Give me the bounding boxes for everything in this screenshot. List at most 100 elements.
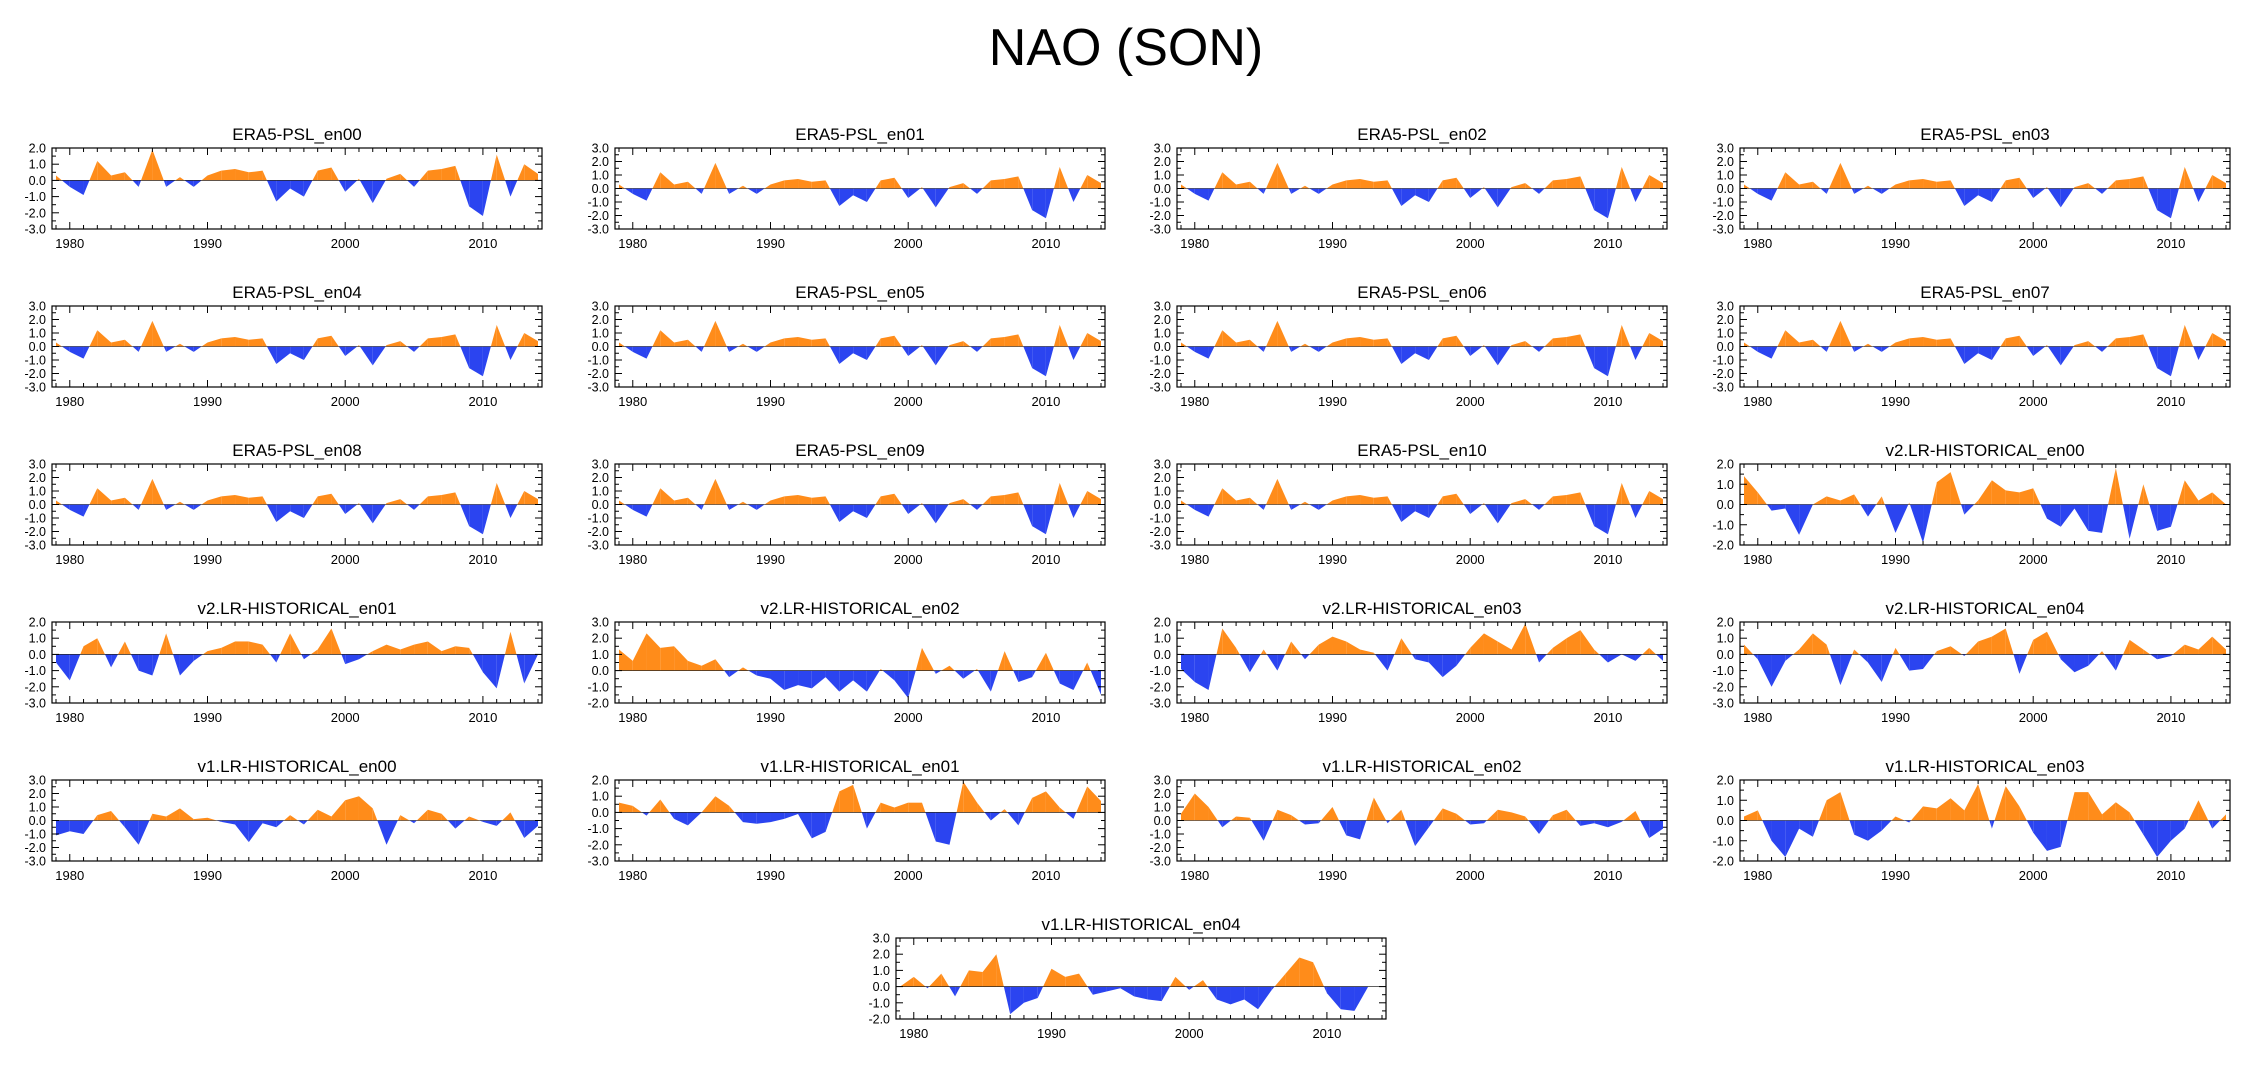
positive-area [2033,488,2041,505]
y-tick-label: 1.0 [29,801,46,815]
positive-area [1649,647,1657,655]
negative-area [276,504,291,523]
positive-area [312,496,318,505]
positive-area [1566,334,1581,347]
negative-area [1045,188,1054,219]
negative-area [646,346,653,359]
positive-area [1193,980,1203,987]
negative-area [179,654,194,676]
positive-area [1552,179,1567,189]
positive-area [660,172,675,189]
positive-area [111,172,125,181]
negative-area [469,180,483,217]
negative-area [56,654,70,681]
negative-area [69,346,84,359]
negative-area [1186,346,1195,352]
x-tick-label: 1980 [1743,236,1772,251]
positive-area [152,149,164,181]
positive-area [2212,175,2226,189]
positive-area [2027,639,2034,655]
panel-title: v1.LR-HISTORICAL_en02 [1322,757,1521,776]
positive-area [1511,499,1526,505]
positive-area [742,343,748,347]
negative-area [990,812,1001,821]
x-tick-label: 2000 [894,552,923,567]
negative-area [138,654,153,676]
positive-area [1566,492,1581,505]
negative-area [977,188,983,194]
positive-area [1332,807,1340,821]
negative-area [1630,346,1636,360]
negative-area [1299,820,1305,825]
negative-area [2058,654,2061,660]
positive-area [455,334,461,347]
panel-19: v1.LR-HISTORICAL_en03 -2.0 -1.0 0.0 1.0 2.0 19… [1712,757,2231,883]
positive-area [1965,641,1979,655]
negative-area [1872,346,1882,352]
negative-area [1860,504,1868,517]
negative-area [756,346,765,352]
positive-area [93,815,98,821]
positive-area [1777,172,1786,189]
negative-area [1964,188,1979,207]
positive-area [1300,501,1305,505]
y-tick-label: -1.0 [587,196,609,210]
positive-area [1546,647,1553,655]
negative-area [866,670,880,692]
positive-area [97,330,112,347]
negative-area [2074,504,2089,531]
x-tick-label: 2000 [2019,552,2048,567]
positive-area [1437,338,1443,347]
negative-area [756,504,765,510]
negative-area [839,670,854,692]
negative-area [1428,820,1434,828]
positive-area [894,493,902,505]
negative-area [266,504,277,523]
negative-area [472,654,483,673]
negative-area [407,346,415,352]
positive-area [152,478,164,505]
panel-16: v1.LR-HISTORICAL_en00-3.0-2.0-1.00.01.02… [24,757,543,883]
positive-area [1300,343,1305,347]
positive-area [2212,636,2226,655]
positive-area [1332,338,1347,347]
y-tick-label: -2.0 [1712,209,1734,223]
x-tick-label: 2010 [468,552,497,567]
negative-area [303,820,308,825]
positive-area [56,175,62,181]
y-tick-label: 0.0 [592,498,609,512]
negative-area [290,504,304,518]
negative-area [2060,504,2075,527]
positive-area [1263,649,1267,655]
negative-area [866,346,876,360]
negative-area [1585,188,1595,211]
y-tick-label: -2.0 [1712,855,1734,869]
negative-area [1222,820,1231,828]
negative-area [1092,986,1107,995]
positive-area [235,169,249,181]
positive-area [2177,480,2185,505]
positive-area [2143,334,2149,347]
positive-area [879,668,881,671]
negative-area [505,504,511,518]
negative-area [747,188,757,194]
negative-area [1635,654,1643,661]
y-tick-label: 0.0 [1154,340,1171,354]
negative-area [69,504,84,517]
positive-area [1863,185,1868,189]
y-tick-label: 2.0 [1154,471,1171,485]
negative-area [1909,504,1924,543]
negative-area [1257,346,1264,352]
positive-area [1950,180,1955,189]
positive-area [386,173,401,181]
positive-area [1757,492,1767,505]
negative-area [138,180,142,187]
y-tick-label: 0.0 [1717,498,1734,512]
positive-area [1812,633,1827,655]
positive-area [974,668,978,671]
positive-area [997,651,1005,671]
positive-area [1950,472,1962,505]
negative-area [646,812,650,816]
negative-area [1037,986,1044,998]
negative-area [853,504,867,518]
